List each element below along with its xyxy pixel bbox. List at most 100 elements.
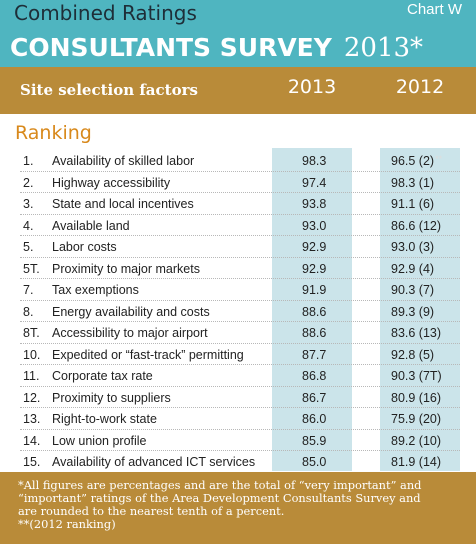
footnote: *All figures are percentages and are the… — [0, 472, 476, 544]
value-2012: 93.0 (3) — [391, 240, 435, 254]
value-2012: 83.6 (13) — [391, 326, 442, 340]
chart-tag: Chart W — [406, 1, 462, 18]
factor-name: Available land — [52, 218, 130, 233]
row-divider — [20, 450, 460, 451]
value-2012-cell: 91.1 (6) — [391, 197, 434, 211]
factor-name: Energy availability and costs — [52, 304, 210, 319]
table-header: Site selection factors 2013 2012 — [0, 67, 476, 114]
value-2012: 89.3 (9) — [391, 304, 435, 319]
factor-name: Proximity to suppliers — [52, 390, 171, 405]
row-divider — [20, 213, 460, 215]
title-text: CONSULTANTS SURVEY — [10, 33, 332, 62]
rank-number: 3. — [23, 197, 34, 211]
rank-number: 14. — [23, 433, 41, 448]
column-shade-2013 — [272, 148, 352, 471]
value-2012: 89.2 (10) — [391, 433, 442, 448]
value-2012: 90.3 (7T) — [391, 369, 442, 383]
section-label: Ranking — [15, 122, 92, 144]
value-2012-cell: 86.6 (12) — [391, 219, 441, 233]
column-header-2012: 2012 — [395, 76, 445, 98]
value-2013: 85.0 — [302, 455, 327, 469]
table-row: 12. Proximity to suppliers 86.7 80.9 (16) — [0, 387, 476, 408]
row-divider — [20, 170, 460, 172]
factor-name: State and local incentives — [52, 197, 194, 211]
footnote-mark: ** — [435, 154, 443, 164]
rank-number: 5T. — [23, 261, 40, 276]
table-row: 2. Highway accessibility 97.4 98.3 (1) — [0, 172, 476, 193]
value-2012-cell: 90.3 (7T) — [391, 369, 442, 383]
value-2012: 75.9 (20) — [391, 412, 442, 426]
factor-name: Availability of advanced ICT services — [52, 455, 256, 469]
value-2012: 81.9 (14) — [391, 455, 442, 469]
rank-number: 2. — [23, 175, 34, 190]
table-row: 11. Corporate tax rate 86.8 90.3 (7T) — [0, 365, 476, 387]
row-divider — [20, 407, 460, 408]
column-shade-2012 — [380, 148, 460, 471]
value-2012-cell: 89.2 (10) — [391, 434, 441, 448]
row-divider — [20, 342, 460, 344]
rank-number: 11. — [23, 369, 40, 383]
factor-name: Tax exemptions — [52, 283, 139, 297]
row-divider — [20, 385, 460, 387]
value-2012-cell: 81.9 (14) — [391, 455, 441, 469]
value-2013: 87.7 — [302, 347, 327, 362]
value-2013: 97.4 — [302, 175, 327, 190]
value-2012-cell: 92.9 (4) — [391, 262, 434, 276]
value-2012-cell: 90.3 (7) — [391, 283, 434, 297]
value-2012-cell: 75.9 (20) — [391, 412, 441, 426]
rank-number: 5. — [23, 240, 34, 254]
value-2012: 86.6 (12) — [391, 218, 442, 233]
value-2012: 91.1 (6) — [391, 197, 435, 211]
value-2013: 92.9 — [302, 261, 327, 276]
value-2013: 86.7 — [302, 390, 327, 405]
factor-name: Labor costs — [52, 240, 117, 254]
rank-number: 10. — [23, 347, 41, 362]
subtitle: Combined Ratings — [14, 1, 197, 25]
value-2012-cell: 96.5 (2)** — [391, 154, 442, 168]
value-2012: 80.9 (16) — [391, 390, 442, 405]
table-row: 5T. Proximity to major markets 92.9 92.9 (4… — [0, 258, 476, 279]
table-row: 14. Low union profile 85.9 89.2 (10) — [0, 430, 476, 451]
footnote-line-3: are rounded to the nearest tenth of a pe… — [18, 504, 285, 518]
footnote-line-1: *All figures are percentages and are the… — [18, 478, 422, 492]
factor-name: Proximity to major markets — [52, 261, 200, 276]
factor-name: Low union profile — [52, 433, 147, 448]
value-2012-cell: 93.0 (3) — [391, 240, 434, 254]
value-2013: 86.0 — [302, 412, 327, 426]
page-title: CONSULTANTS SURVEY 2013* — [10, 33, 423, 63]
value-2012: 92.8 (5) — [391, 347, 435, 362]
column-header-2013: 2013 — [287, 76, 337, 98]
value-2013: 86.8 — [302, 369, 327, 383]
value-2012: 90.3 (7) — [391, 283, 435, 297]
table-row: 5. Labor costs 92.9 93.0 (3) — [0, 236, 476, 258]
table-body: Ranking 1. Availability of skilled labor 9… — [0, 114, 476, 473]
value-2012-cell: 89.3 (9) — [391, 305, 434, 319]
footnote-line-4: **(2012 ranking) — [18, 517, 116, 531]
factor-name: Expedited or “fast-track” permitting — [52, 347, 244, 362]
row-divider — [20, 256, 460, 258]
table-row: 10. Expedited or “fast-track” permitting 8… — [0, 344, 476, 365]
rank-number: 8T. — [23, 326, 40, 340]
value-2013: 85.9 — [302, 433, 327, 448]
value-2013: 93.8 — [302, 197, 327, 211]
value-2013: 88.6 — [302, 304, 327, 319]
value-2013: 88.6 — [302, 326, 327, 340]
value-2013: 92.9 — [302, 240, 327, 254]
row-divider — [20, 364, 460, 365]
table-row: 4. Available land 93.0 86.6 (12) — [0, 215, 476, 236]
row-divider — [20, 299, 460, 301]
value-2013: 91.9 — [302, 283, 327, 297]
row-divider — [20, 321, 460, 322]
value-2012: 96.5 (2) — [391, 154, 435, 168]
table-row: 15. Availability of advanced ICT services… — [0, 451, 476, 473]
table-row: 13. Right-to-work state 86.0 75.9 (20) — [0, 408, 476, 430]
value-2012-cell: 98.3 (1) — [391, 176, 434, 190]
rank-number: 4. — [23, 218, 34, 233]
title-banner: Combined Ratings Chart W CONSULTANTS SUR… — [0, 0, 476, 67]
table-row: 1. Availability of skilled labor 98.3 96.5 … — [0, 150, 476, 172]
table-row: 7. Tax exemptions 91.9 90.3 (7) — [0, 279, 476, 301]
rank-number: 1. — [23, 154, 34, 168]
value-2012: 98.3 (1) — [391, 175, 435, 190]
column-header-factors: Site selection factors — [20, 81, 198, 99]
value-2012: 92.9 (4) — [391, 261, 435, 276]
